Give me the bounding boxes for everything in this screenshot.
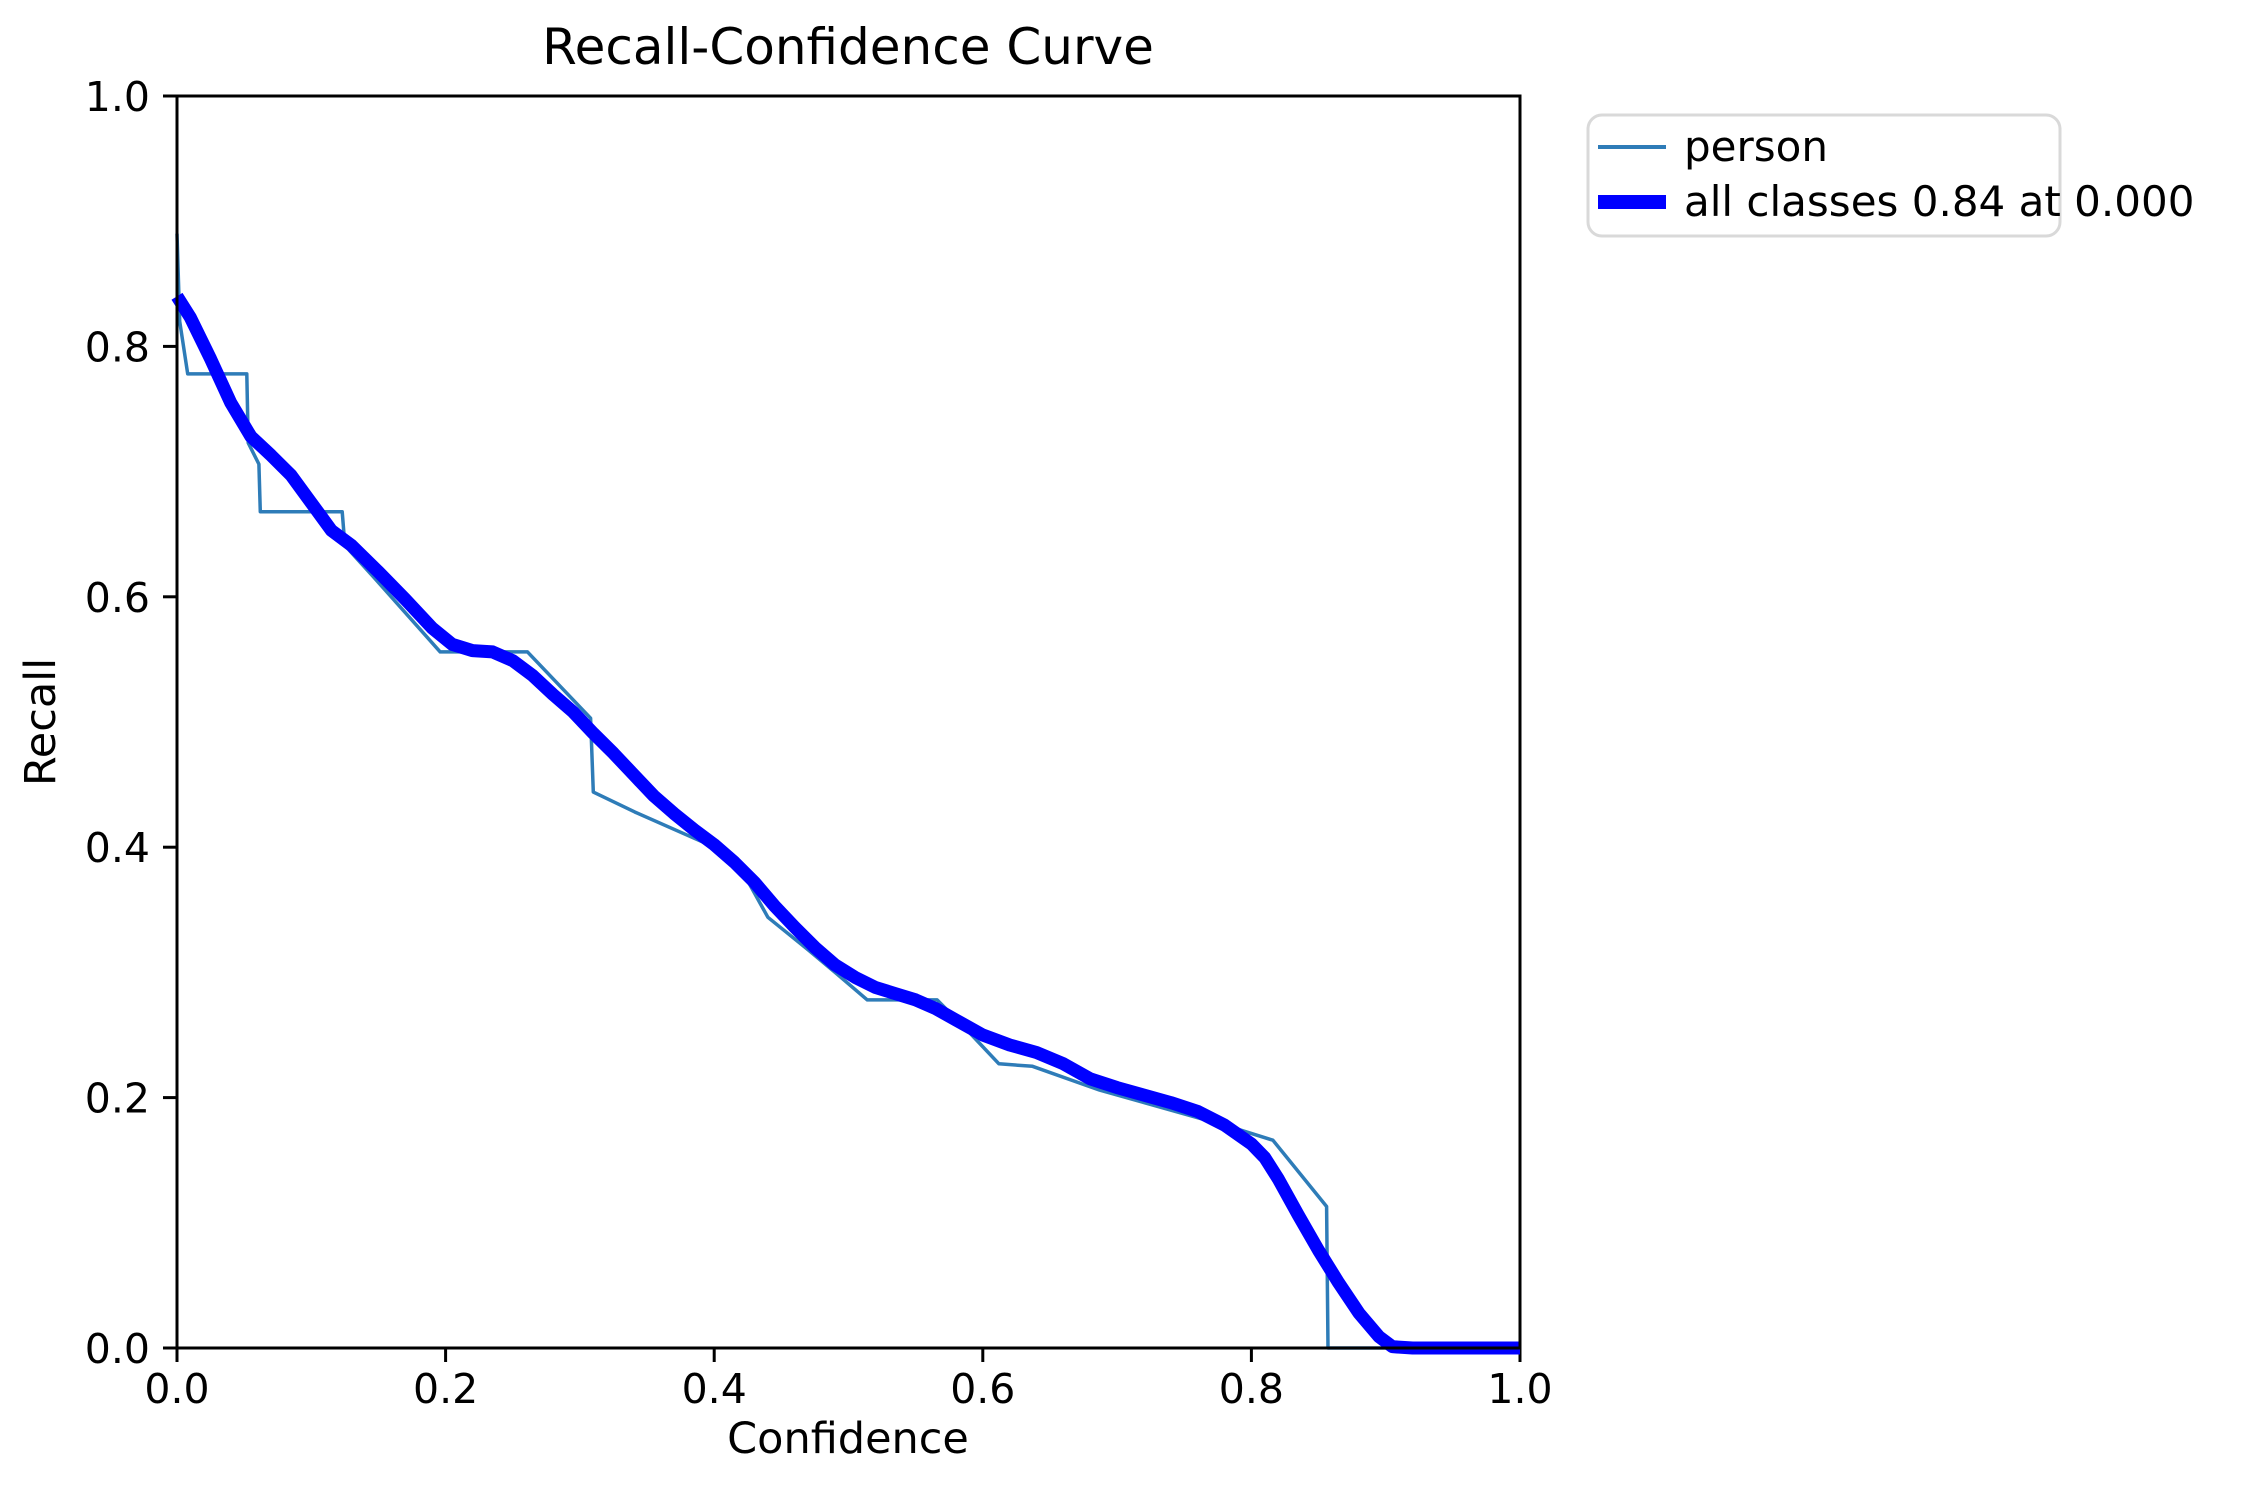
legend: person all classes 0.84 at 0.000 — [1586, 113, 2194, 238]
y-tick-label: 0.2 — [85, 1075, 150, 1123]
y-axis-label: Recall — [16, 658, 66, 786]
y-axis-ticks: 0.0 0.2 0.4 0.6 0.8 1.0 — [85, 73, 177, 1373]
y-tick-label: 0.4 — [85, 824, 150, 872]
x-tick-label: 0.4 — [682, 1365, 747, 1413]
plot-border — [175, 94, 1522, 1350]
x-tick-label: 1.0 — [1487, 1365, 1552, 1413]
x-axis-label: Confidence — [727, 1414, 969, 1464]
y-tick-label: 0.6 — [85, 574, 150, 622]
x-tick-label: 0.2 — [413, 1365, 478, 1413]
y-tick-label: 1.0 — [85, 73, 150, 121]
y-tick-label: 0.0 — [85, 1325, 150, 1373]
all-classes-curve — [171, 292, 1520, 1355]
person-curve — [175, 233, 1520, 1350]
legend-box — [1586, 113, 2062, 238]
x-tick-label: 0.8 — [1219, 1365, 1284, 1413]
legend-label-person: person — [1684, 122, 1828, 171]
legend-label-all-classes: all classes 0.84 at 0.000 — [1684, 177, 2194, 226]
x-tick-label: 0.6 — [950, 1365, 1015, 1413]
y-tick-label: 0.8 — [85, 323, 150, 371]
x-axis-ticks: 0.0 0.2 0.4 0.6 0.8 1.0 — [144, 1348, 1553, 1413]
x-tick-label: 0.0 — [144, 1365, 209, 1413]
chart-title: Recall-Confidence Curve — [542, 18, 1154, 76]
